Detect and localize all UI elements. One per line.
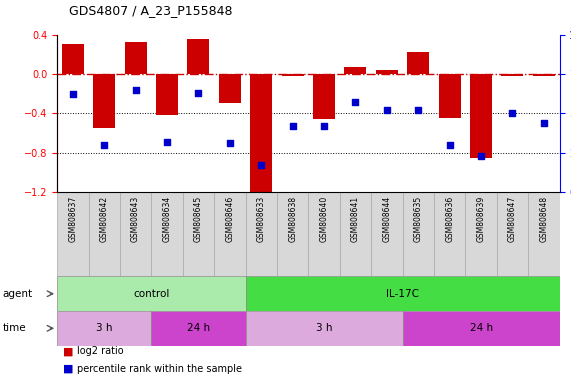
Text: 24 h: 24 h: [187, 323, 210, 333]
Text: GSM808633: GSM808633: [257, 196, 266, 242]
Text: agent: agent: [3, 289, 33, 299]
Bar: [156, 74, 178, 115]
Text: 24 h: 24 h: [469, 323, 493, 333]
Point: [288, 123, 297, 129]
Text: GSM808646: GSM808646: [226, 196, 234, 242]
Text: GSM808641: GSM808641: [351, 196, 360, 242]
Point: [131, 87, 140, 93]
Text: GSM808637: GSM808637: [69, 196, 77, 242]
Text: GSM808648: GSM808648: [540, 196, 548, 242]
Bar: [57, 276, 246, 311]
Point: [100, 142, 109, 148]
Point: [163, 139, 172, 145]
Text: GSM808635: GSM808635: [414, 196, 423, 242]
Text: GSM808643: GSM808643: [131, 196, 140, 242]
Text: 3 h: 3 h: [316, 323, 332, 333]
Bar: [407, 52, 429, 74]
Bar: [219, 74, 241, 103]
Point: [540, 120, 549, 126]
Bar: [93, 74, 115, 128]
Point: [383, 107, 392, 113]
Text: ■: ■: [63, 346, 77, 356]
Text: GSM808638: GSM808638: [288, 196, 297, 242]
Text: log2 ratio: log2 ratio: [77, 346, 124, 356]
Point: [69, 91, 78, 98]
Point: [351, 99, 360, 105]
Bar: [470, 74, 492, 157]
Bar: [340, 192, 371, 276]
Bar: [214, 192, 246, 276]
Text: time: time: [3, 323, 26, 333]
Point: [476, 153, 485, 159]
Bar: [439, 74, 461, 118]
Bar: [57, 192, 89, 276]
Bar: [151, 192, 183, 276]
Bar: [187, 40, 210, 74]
Point: [320, 123, 329, 129]
Text: GSM808647: GSM808647: [508, 196, 517, 242]
Point: [413, 107, 423, 113]
Text: 3 h: 3 h: [96, 323, 112, 333]
Text: percentile rank within the sample: percentile rank within the sample: [77, 364, 242, 374]
Bar: [57, 311, 151, 346]
Bar: [89, 192, 120, 276]
Point: [257, 162, 266, 168]
Bar: [282, 74, 304, 76]
Bar: [246, 311, 403, 346]
Bar: [533, 74, 555, 76]
Text: GSM808642: GSM808642: [100, 196, 108, 242]
Text: GDS4807 / A_23_P155848: GDS4807 / A_23_P155848: [69, 4, 232, 17]
Text: ■: ■: [63, 364, 77, 374]
Bar: [277, 192, 308, 276]
Bar: [376, 70, 398, 74]
Text: GSM808634: GSM808634: [163, 196, 171, 242]
Text: IL-17C: IL-17C: [386, 289, 419, 299]
Text: GSM808639: GSM808639: [477, 196, 485, 242]
Bar: [403, 192, 434, 276]
Bar: [313, 74, 335, 119]
Text: GSM808645: GSM808645: [194, 196, 203, 242]
Point: [445, 142, 455, 148]
Bar: [403, 311, 560, 346]
Bar: [183, 192, 214, 276]
Bar: [501, 74, 524, 76]
Bar: [344, 67, 367, 74]
Bar: [151, 311, 246, 346]
Point: [194, 90, 203, 96]
Bar: [371, 192, 403, 276]
Bar: [308, 192, 340, 276]
Bar: [465, 192, 497, 276]
Text: GSM808644: GSM808644: [383, 196, 391, 242]
Bar: [124, 43, 147, 74]
Bar: [62, 45, 84, 74]
Point: [508, 110, 517, 116]
Point: [225, 140, 235, 146]
Bar: [250, 74, 272, 194]
Bar: [497, 192, 528, 276]
Bar: [528, 192, 560, 276]
Bar: [120, 192, 151, 276]
Text: GSM808640: GSM808640: [320, 196, 328, 242]
Bar: [246, 276, 560, 311]
Bar: [434, 192, 465, 276]
Bar: [246, 192, 277, 276]
Text: GSM808636: GSM808636: [445, 196, 454, 242]
Text: control: control: [133, 289, 170, 299]
